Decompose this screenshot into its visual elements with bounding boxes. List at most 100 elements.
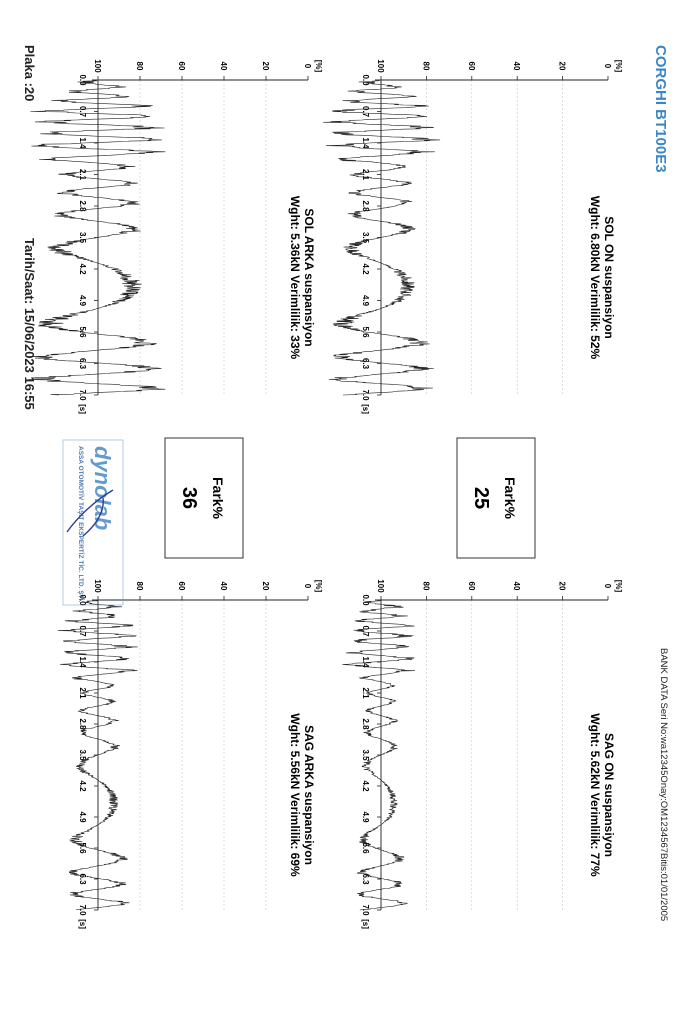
y-tick-label: 80 [135, 582, 144, 591]
fark-value-front: 25 [470, 487, 492, 509]
y-tick-label: 80 [135, 62, 144, 71]
x-tick-label: 4.2 [361, 263, 370, 275]
x-tick-label: 0.7 [78, 625, 87, 637]
y-tick-label: 100 [376, 59, 385, 73]
x-tick-label: 2.1 [361, 169, 370, 181]
y-tick-label: 20 [558, 582, 567, 591]
x-tick-label: 3.5 [361, 749, 370, 761]
x-axis-unit: [s] [361, 404, 370, 414]
y-tick-label: 0 [303, 64, 312, 69]
x-tick-label: 0.7 [361, 106, 370, 118]
chart-subtitle: Wght: 5.36kN Verimlilik: 33% [288, 196, 302, 360]
y-axis-unit: [%] [314, 580, 323, 593]
fark-box-rear: Fark% 36 [164, 437, 244, 559]
bank-data-text: BANK DATA Seri No:wa12345Onay:OM1234567B… [658, 648, 669, 921]
y-tick-label: 0 [603, 64, 612, 69]
chart-subtitle: Wght: 5.56kN Verimlilik: 69% [288, 713, 302, 877]
x-tick-label: 0.0 [361, 594, 370, 606]
x-axis-unit: [s] [78, 919, 87, 929]
y-tick-label: 60 [177, 582, 186, 591]
y-axis-unit: [%] [314, 60, 323, 73]
x-tick-label: 1.4 [78, 656, 87, 668]
x-tick-label: 0.0 [78, 594, 87, 606]
tarih-text: Tarih/Saat: 15/06/2023 16:55 [22, 238, 37, 410]
x-tick-label: 7.0 [78, 904, 87, 916]
x-tick-label: 3.5 [78, 749, 87, 761]
fark-box-front-frame [456, 437, 536, 559]
x-tick-label: 2.8 [361, 200, 370, 212]
y-tick-label: 60 [177, 62, 186, 71]
chart-title: SOL ARKA suspansiyon [302, 208, 316, 346]
x-tick-label: 7.0 [361, 389, 370, 401]
x-tick-label: 4.9 [78, 295, 87, 307]
x-tick-label: 0.0 [78, 74, 87, 86]
signature-mark [66, 489, 114, 537]
chart-title: SAG ARKA suspansiyon [302, 725, 316, 865]
x-tick-label: 0.7 [361, 625, 370, 637]
x-tick-label: 6.3 [361, 358, 370, 370]
x-tick-label: 4.2 [361, 780, 370, 792]
y-axis-unit: [%] [614, 580, 623, 593]
x-axis-unit: [s] [361, 919, 370, 929]
y-tick-label: 80 [421, 62, 430, 71]
y-tick-label: 20 [261, 582, 270, 591]
x-tick-label: 0.7 [78, 106, 87, 118]
y-tick-label: 40 [219, 582, 228, 591]
y-tick-label: 20 [558, 62, 567, 71]
stamp-logo: dynolab [90, 446, 115, 530]
x-tick-label: 2.1 [78, 169, 87, 181]
chart-subtitle: Wght: 6.80kN Verimlilik: 52% [588, 196, 602, 360]
suspension-trace [57, 599, 138, 911]
y-tick-label: 40 [219, 62, 228, 71]
x-tick-label: 6.3 [78, 358, 87, 370]
y-tick-label: 80 [421, 582, 430, 591]
x-tick-label: 4.9 [78, 811, 87, 823]
suspension-trace [323, 79, 441, 396]
x-tick-label: 1.4 [361, 656, 370, 668]
stamp-frame [62, 439, 124, 606]
x-tick-label: 3.5 [78, 232, 87, 244]
company-stamp: dynolab ASSA OTOMOTİV TAŞIT EKSPERTİZ Tİ… [62, 439, 124, 606]
y-tick-label: 40 [512, 62, 521, 71]
x-tick-label: 0.0 [361, 74, 370, 86]
x-tick-label: 4.2 [78, 780, 87, 792]
x-tick-label: 2.8 [78, 718, 87, 730]
x-tick-label: 2.1 [361, 687, 370, 699]
y-tick-label: 40 [512, 582, 521, 591]
y-tick-label: 60 [467, 62, 476, 71]
y-tick-label: 0 [603, 584, 612, 589]
fark-box-front: Fark% 25 [456, 437, 536, 559]
x-tick-label: 4.2 [78, 263, 87, 275]
suspension-trace [342, 599, 416, 911]
x-tick-label: 6.3 [78, 873, 87, 885]
model-title: CORGHI BT100E3 [652, 45, 669, 173]
x-tick-label: 6.3 [361, 873, 370, 885]
stamp-company: ASSA OTOMOTİV TAŞIT EKSPERTİZ TİC. LTD. … [77, 446, 85, 602]
chart-subtitle: Wght: 5.62kN Verimlilik: 77% [588, 713, 602, 877]
fark-box-rear-frame [164, 437, 244, 559]
x-tick-label: 5.6 [78, 842, 87, 854]
x-tick-label: 4.9 [361, 295, 370, 307]
y-tick-label: 0 [303, 584, 312, 589]
plaka-text: Plaka :20 [22, 45, 37, 101]
chart-title: SAG ON suspansiyon [602, 733, 616, 857]
suspension-trace [28, 79, 166, 396]
y-tick-label: 60 [467, 582, 476, 591]
x-tick-label: 4.9 [361, 811, 370, 823]
x-tick-label: 7.0 [78, 389, 87, 401]
chart-title: SOL ON suspansiyon [602, 216, 616, 338]
y-axis-unit: [%] [614, 60, 623, 73]
x-tick-label: 2.8 [78, 200, 87, 212]
y-tick-label: 100 [376, 579, 385, 593]
report-rotated: CORGHI BT100E3 BANK DATA Seri No:wa12345… [22, 45, 669, 929]
fark-value-rear: 36 [178, 487, 200, 509]
y-tick-label: 20 [261, 62, 270, 71]
x-tick-label: 2.8 [361, 718, 370, 730]
y-tick-label: 100 [93, 579, 102, 593]
x-tick-label: 5.6 [361, 842, 370, 854]
x-tick-label: 7.0 [361, 904, 370, 916]
